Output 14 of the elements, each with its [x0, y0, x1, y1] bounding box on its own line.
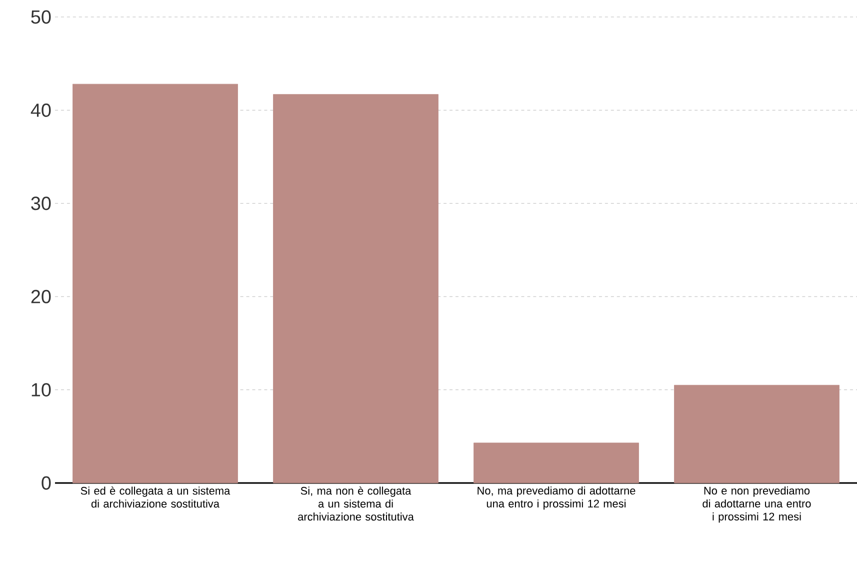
bar	[674, 384, 840, 484]
y-tick-label: 50	[31, 10, 51, 24]
y-tick-label: 20	[31, 290, 51, 304]
x-tick-label: Si, ma non è collegata a un sistema di archiviazione sostitutiva	[298, 486, 414, 521]
x-tick-label: Si ed è collegata a un sistema di archiviazione sostitutiva	[80, 486, 230, 508]
bar	[474, 442, 639, 484]
y-tick-label: 10	[32, 383, 51, 396]
y-tick-label: 30	[31, 196, 51, 210]
x-tick-label: No e non prevediamo di adottarne una entro i prossimi 12 mesi	[702, 486, 811, 523]
bar	[273, 94, 438, 484]
y-tick-label: 40	[30, 103, 51, 117]
y-tick-label: 0	[42, 476, 51, 490]
bar	[72, 84, 238, 484]
x-tick-label: No, ma prevediamo di adottarne una entro i prossimi 12 mesi	[478, 486, 636, 510]
